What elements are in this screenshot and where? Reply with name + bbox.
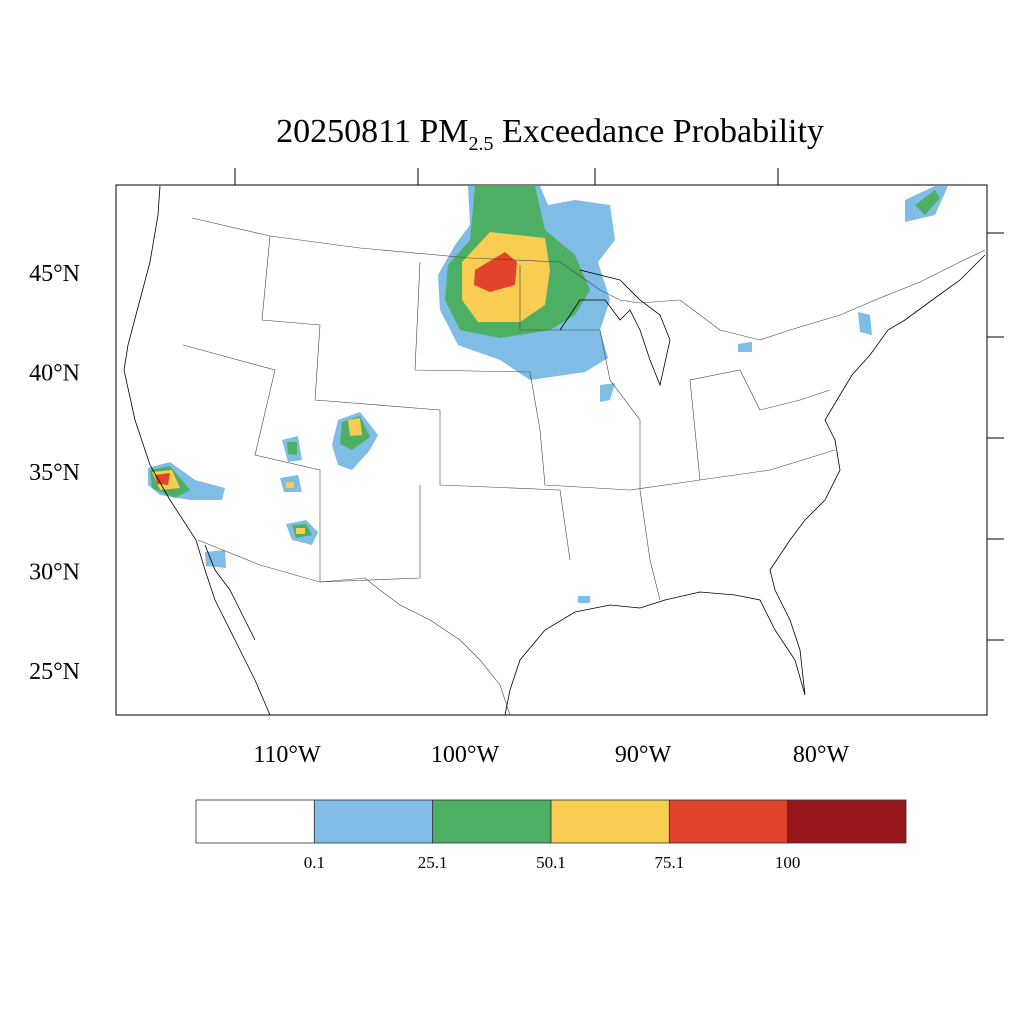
title: 20250811 PM2.5 Exceedance Probability [276,113,824,155]
probability-area [205,550,226,568]
probability-area [915,190,940,215]
colorbar-label: 25.1 [418,853,448,872]
baja [204,544,256,641]
lon-label: 80°W [793,742,850,768]
probability-area [738,342,752,352]
title-date: 20250811 [276,113,411,150]
colorbar-label: 0.1 [304,853,325,872]
colorbar-box [550,799,670,844]
colorbar-box [195,799,315,844]
state-lines-2 [182,344,421,583]
title-subscript: 2.5 [468,133,493,155]
title-pollutant: PM [419,113,468,150]
colorbar-label: 100 [775,853,801,872]
lat-label: 45°N [29,261,80,287]
probability-area [155,473,170,485]
probability-area [858,312,872,335]
colorbar-label: 50.1 [536,853,566,872]
lon-label: 100°W [431,742,500,768]
colorbar-box [432,799,552,844]
lat-label: 25°N [29,659,80,685]
gulf-coast [504,254,986,716]
great-lakes [559,269,671,387]
mexico-border [197,539,511,716]
canada-border [191,217,986,341]
probability-area [600,383,615,402]
probability-area [287,442,297,455]
lat-label: 40°N [29,361,80,387]
west-coast [123,185,271,716]
colorbar-box [313,799,434,844]
lon-label: 110°W [253,742,321,768]
title-rest: Exceedance Probability [502,113,824,150]
lat-label: 35°N [29,460,80,486]
probability-area [578,596,590,603]
colorbar: 0.1 25.1 50.1 75.1 100 [195,799,907,872]
probability-fields [148,186,948,603]
lat-label: 30°N [29,560,80,586]
state-lines-4 [519,265,661,601]
geography [123,185,986,716]
colorbar-box [668,799,789,844]
map-frame [115,184,988,716]
colorbar-box [787,799,907,844]
probability-area [474,252,517,292]
probability-area [286,482,294,488]
state-lines-3 [414,261,836,491]
state-lines-5 [689,369,831,481]
axes: 45°N 40°N 35°N 30°N 25°N 110°W 100°W 90°W 80°W [29,168,1004,768]
colorbar-label: 75.1 [654,853,684,872]
lon-label: 90°W [615,742,672,768]
state-lines-1 [261,235,571,561]
probability-area [296,528,305,534]
probability-area [348,418,362,436]
